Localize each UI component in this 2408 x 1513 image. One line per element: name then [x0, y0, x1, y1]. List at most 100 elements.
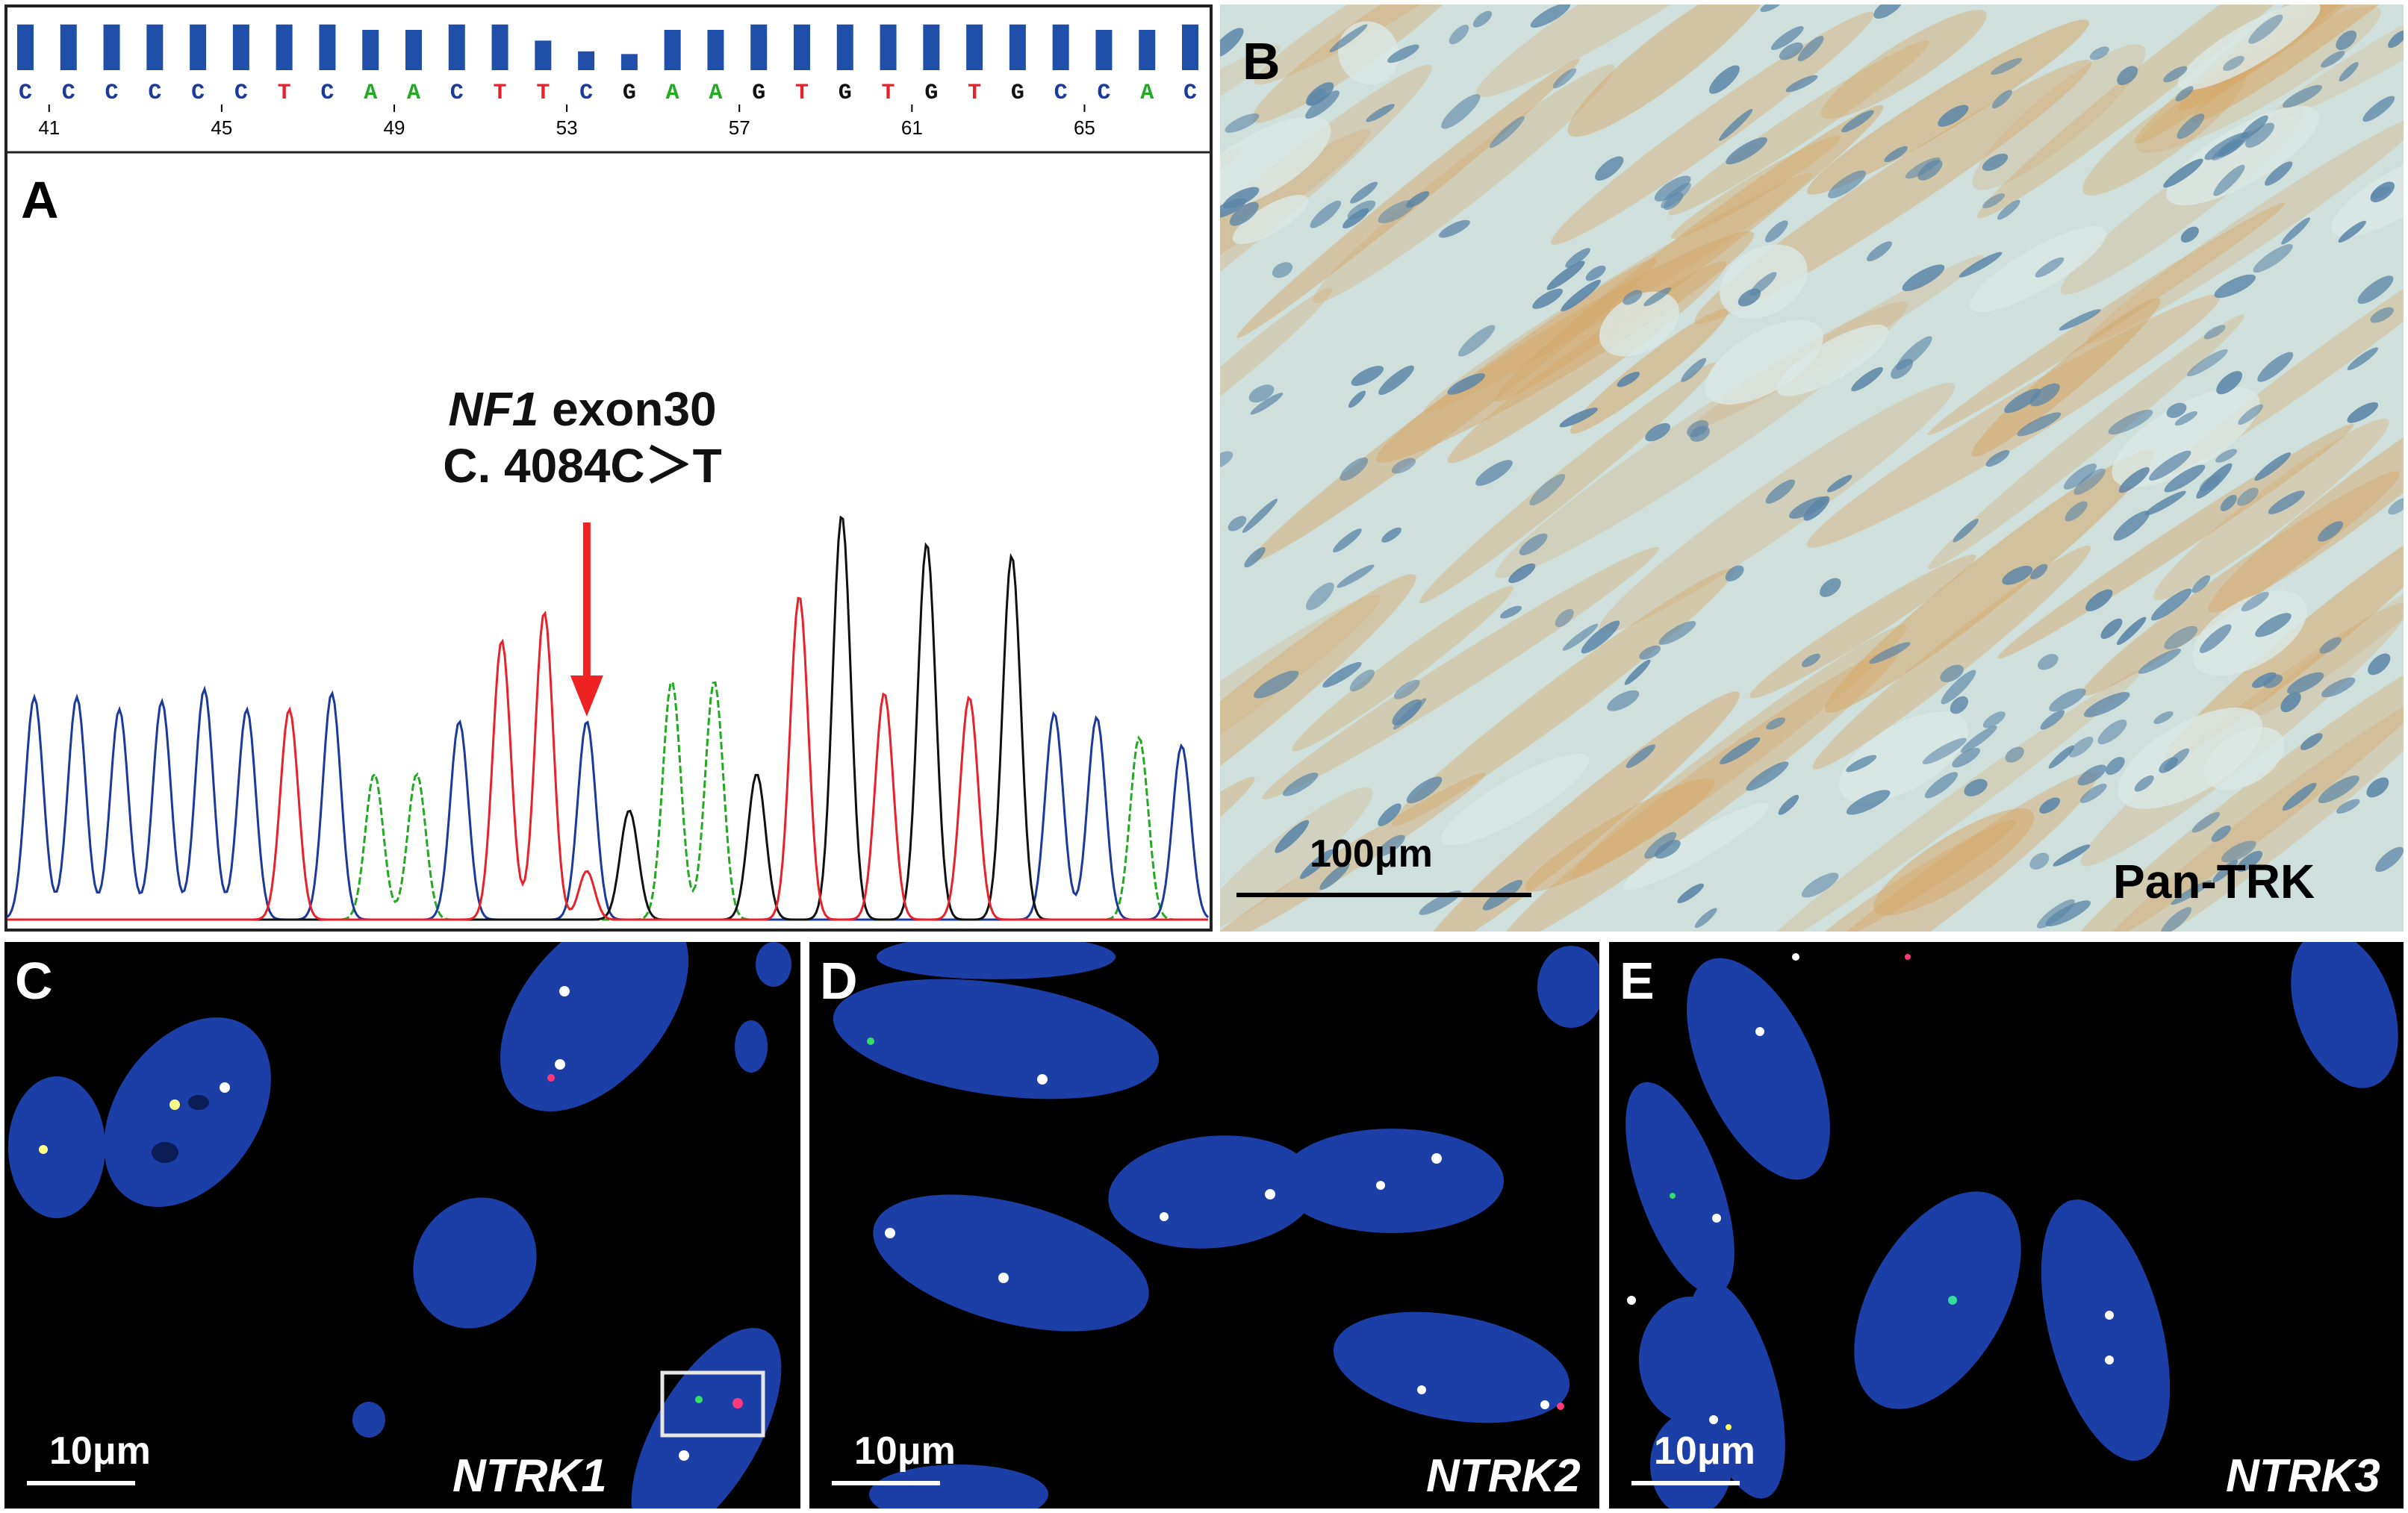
cell-nucleus [1529, 473, 1566, 506]
cell-nucleus [1950, 696, 1969, 714]
cell-nucleus [1275, 820, 1310, 853]
cell-nucleus [2089, 46, 2109, 60]
quality-bar [60, 24, 77, 70]
cell-nucleus [2166, 402, 2187, 418]
cell-nucleus [1760, 4, 1783, 13]
cell-nucleus [1720, 737, 1761, 764]
cell-nucleus [1546, 261, 1585, 290]
quality-bar [620, 54, 638, 70]
cell-nucleus [2375, 846, 2404, 873]
cell-nucleus [1681, 358, 1707, 382]
base-call: A [709, 81, 722, 106]
cell-nucleus [2002, 565, 2033, 585]
cell-nucleus [1867, 241, 1892, 262]
cell-nucleus [2321, 51, 2345, 68]
cell-nucleus [1841, 110, 1874, 133]
cell-nucleus [2068, 736, 2094, 758]
cell-nucleus [1778, 794, 1799, 815]
cell-nucleus [2163, 66, 2188, 83]
cell-nucleus [2347, 347, 2378, 370]
mutation-label-line2: C. 4084C＞T [443, 439, 722, 493]
cell-nucleus [1941, 670, 1976, 705]
cell-nucleus [1220, 451, 1233, 470]
cell-nucleus [2117, 66, 2138, 86]
cell-nucleus [2180, 226, 2199, 243]
cell-nucleus [2153, 711, 2174, 724]
base-call: C [191, 81, 205, 106]
base-call: C [105, 81, 119, 106]
panel-b-scale-label: 100μm [1310, 832, 1433, 876]
cell-nucleus [2347, 402, 2379, 423]
stain-streak [1668, 40, 1929, 216]
quality-bar [232, 24, 249, 70]
cell-nucleus [2073, 468, 2106, 495]
fish-nuclei-e [1625, 942, 2398, 1509]
cell-nucleus [1719, 109, 1753, 141]
base-call: C [579, 81, 593, 106]
base-call: C [19, 81, 32, 106]
base-call: G [752, 81, 765, 106]
cell-nucleus [2362, 96, 2395, 122]
cell-nucleus [1562, 623, 1599, 651]
quality-bar [491, 24, 508, 70]
panel-e-scale-bar [1631, 1481, 1740, 1485]
stain-streak [2165, 511, 2404, 760]
cell-nucleus [1623, 290, 1643, 305]
cell-nucleus [2248, 14, 2283, 44]
cell-nucleus [2199, 624, 2232, 653]
quality-bar [405, 30, 422, 70]
cell-nucleus [1378, 365, 1414, 396]
cell-nucleus [2300, 733, 2323, 750]
stain-streak [1220, 574, 1416, 861]
stain-streak [2082, 71, 2247, 196]
quality-bar [103, 24, 120, 70]
cell-nucleus [1953, 519, 1979, 543]
clear-space [1776, 324, 1889, 396]
cell-nucleus [1802, 653, 1820, 667]
cell-nucleus [2053, 844, 2091, 867]
cell-nucleus [1873, 4, 1903, 19]
cell-nucleus [1393, 698, 1427, 730]
clear-space [2177, 4, 2321, 90]
cell-nucleus [1938, 104, 1969, 127]
cell-nucleus [2238, 404, 2263, 425]
cell-nucleus [2030, 564, 2048, 580]
cell-nucleus [1991, 57, 2023, 75]
cell-nucleus [2336, 799, 2360, 814]
cell-nucleus [2106, 756, 2125, 776]
cell-nucleus [1441, 94, 1481, 129]
cell-nucleus [1891, 358, 1914, 379]
cell-nucleus [1726, 137, 1767, 165]
cell-nucleus [1348, 390, 1366, 408]
stain-streak [1392, 567, 1735, 826]
cell-nucleus [2171, 880, 2212, 905]
trace-A [7, 681, 1208, 921]
cell-nucleus [2079, 783, 2107, 803]
nucleus [833, 942, 1599, 1509]
quality-bar [836, 24, 853, 70]
clear-space [1599, 291, 1680, 357]
cell-nucleus [1991, 90, 2012, 109]
base-call: C [1054, 81, 1068, 106]
cell-nucleus [1694, 908, 1717, 929]
cell-nucleus [1917, 160, 1943, 181]
cell-nucleus [1766, 717, 1786, 730]
cell-nucleus [1457, 325, 1496, 357]
cell-nucleus [1552, 68, 1577, 89]
cell-nucleus [1902, 264, 1945, 292]
cell-nucleus [2265, 161, 2293, 186]
cell-nucleus [1475, 460, 1513, 486]
cell-nucleus [1985, 450, 2010, 467]
cell-nucleus [1924, 772, 1958, 799]
cell-nucleus [2163, 158, 2203, 188]
cell-nucleus [2118, 467, 2150, 493]
quality-bar [707, 30, 724, 70]
cell-nucleus [2318, 776, 2359, 803]
clear-space [1970, 226, 2106, 312]
cell-nucleus [1884, 146, 1908, 163]
position-label: 65 [1074, 116, 1095, 139]
nucleus [1625, 942, 2398, 1509]
cell-nucleus [1329, 24, 1368, 53]
cell-nucleus [1643, 287, 1672, 307]
mutation-label-line1: NF1 exon30 [388, 381, 777, 437]
